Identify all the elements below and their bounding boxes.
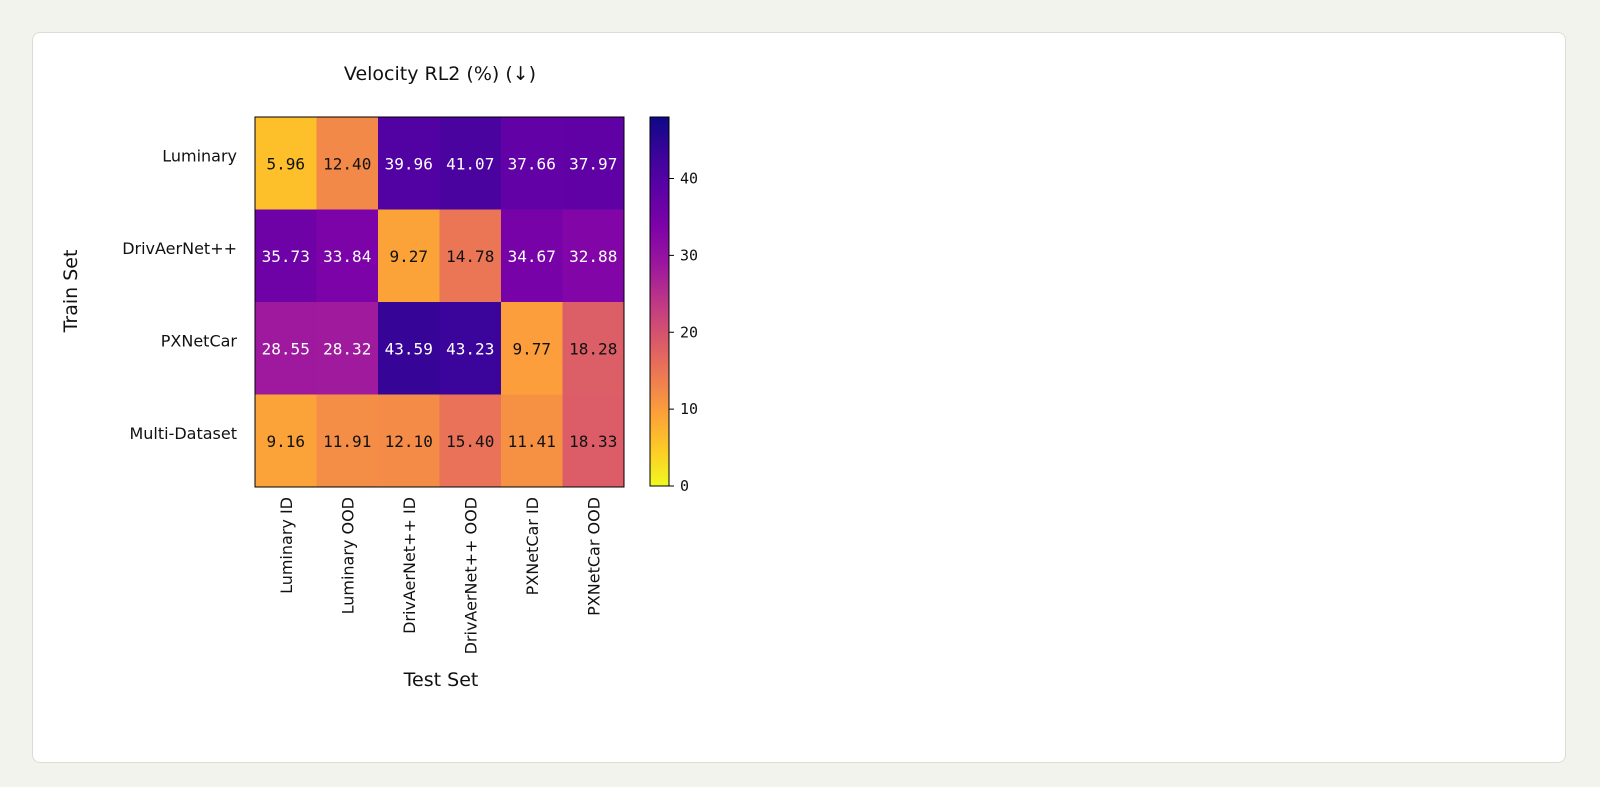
x-axis-label: Test Set — [403, 669, 479, 691]
heatmap-cell — [378, 117, 440, 210]
heatmap-cell — [501, 394, 563, 488]
cell-value-label: 43.23 — [446, 339, 494, 358]
column-label: DrivAerNet++ OOD — [461, 497, 480, 654]
heatmap-cell — [255, 302, 317, 395]
cell-value-label: 9.27 — [389, 247, 428, 266]
colorbar-tick-label: 30 — [680, 246, 698, 264]
cell-value-label: 39.96 — [385, 154, 433, 173]
heatmap-cell — [439, 302, 502, 395]
cell-value-label: 37.97 — [569, 154, 617, 173]
chart-title: Velocity RL2 (%) (↓) — [344, 63, 536, 85]
heatmap-cell — [501, 117, 563, 210]
cell-value-label: 18.33 — [569, 432, 617, 451]
column-label: PXNetCar OOD — [584, 497, 603, 616]
chart-card: Velocity RL2 (%) (↓) Train Set Test Set … — [32, 32, 1566, 763]
column-label: Luminary OOD — [338, 497, 357, 614]
colorbar-bar — [649, 116, 670, 487]
colorbar-tick-label: 20 — [680, 323, 698, 341]
cell-value-label: 9.77 — [512, 339, 551, 358]
heatmap-cell — [316, 394, 379, 488]
cell-value-label: 14.78 — [446, 247, 494, 266]
colorbar: 0 10 20 30 40 — [649, 116, 698, 495]
row-label: Luminary — [162, 146, 237, 165]
column-labels: Luminary ID Luminary OOD DrivAerNet++ ID Dr… — [277, 497, 604, 654]
heatmap-cell — [501, 302, 563, 395]
cell-value-label: 11.91 — [323, 432, 371, 451]
heatmap-cell — [255, 209, 317, 303]
cell-value-label: 28.55 — [262, 339, 310, 358]
heatmap-cell — [316, 117, 379, 210]
heatmap-figure: Velocity RL2 (%) (↓) Train Set Test Set … — [60, 63, 698, 691]
heatmap-cell — [562, 209, 625, 303]
heatmap-cell — [378, 394, 440, 488]
colorbar-tick-label: 10 — [680, 400, 698, 418]
heatmap-cells: 5.96 12.40 39.96 41.07 37.66 37.97 35.73 33.84 9… — [255, 117, 625, 488]
cell-value-label: 5.96 — [266, 154, 305, 173]
row-label: Multi-Dataset — [129, 424, 237, 443]
heatmap-cell — [439, 394, 502, 488]
heatmap-cell — [378, 209, 440, 303]
column-label: Luminary ID — [277, 497, 296, 594]
cell-value-label: 15.40 — [446, 432, 494, 451]
heatmap-cell — [255, 394, 317, 488]
cell-value-label: 18.28 — [569, 339, 617, 358]
colorbar-tick-label: 40 — [680, 170, 698, 188]
cell-value-label: 32.88 — [569, 247, 617, 266]
heatmap-cell — [255, 117, 317, 210]
cell-value-label: 33.84 — [323, 247, 371, 266]
cell-value-label: 43.59 — [385, 339, 433, 358]
cell-value-label: 41.07 — [446, 154, 494, 173]
row-labels: Luminary DrivAerNet++ PXNetCar Multi-Datase… — [122, 146, 237, 443]
heatmap-cell — [562, 394, 625, 488]
cell-value-label: 34.67 — [508, 247, 556, 266]
y-axis-label: Train Set — [60, 250, 82, 334]
cell-value-label: 37.66 — [508, 154, 556, 173]
heatmap-frame — [254, 116, 625, 488]
cell-value-label: 11.41 — [508, 432, 556, 451]
heatmap-cell — [501, 209, 563, 303]
cell-value-label: 28.32 — [323, 339, 371, 358]
cell-value-label: 9.16 — [266, 432, 305, 451]
heatmap-cell — [378, 302, 440, 395]
cell-value-label: 12.40 — [323, 154, 371, 173]
cell-value-label: 35.73 — [262, 247, 310, 266]
heatmap-cell — [439, 209, 502, 303]
heatmap-cell — [439, 117, 502, 210]
colorbar-tick-label: 0 — [680, 477, 689, 495]
heatmap-cell — [316, 209, 379, 303]
cell-value-label: 12.10 — [385, 432, 433, 451]
heatmap-cell — [562, 117, 625, 210]
column-label: PXNetCar ID — [523, 497, 542, 595]
row-label: PXNetCar — [161, 331, 238, 350]
row-label: DrivAerNet++ — [122, 239, 237, 258]
heatmap-cell — [562, 302, 625, 395]
heatmap-cell — [316, 302, 379, 395]
column-label: DrivAerNet++ ID — [400, 497, 419, 634]
